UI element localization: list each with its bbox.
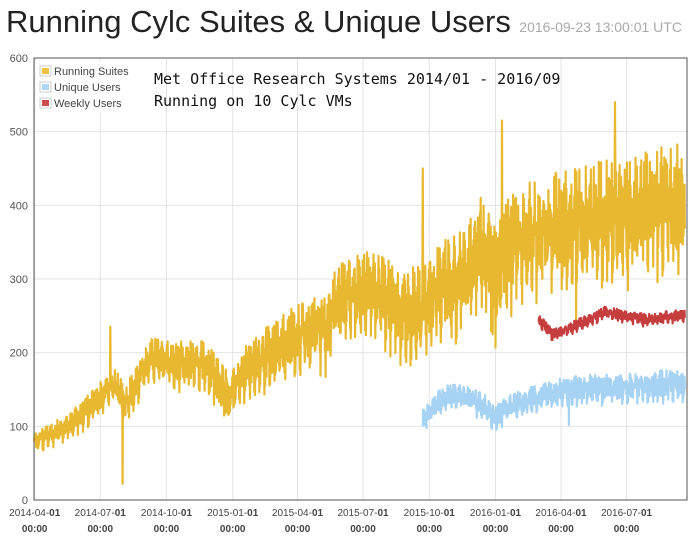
y-tick-label: 400 (10, 200, 28, 212)
x-tick-time: 00:00 (22, 524, 48, 535)
x-tick-time: 00:00 (614, 524, 640, 535)
x-tick-time: 00:00 (220, 524, 246, 535)
plot-area (32, 101, 686, 485)
legend-swatch (42, 100, 49, 106)
chart-title: Running Cylc Suites & Unique Users (6, 4, 511, 39)
x-tick-label: 2015-07-01 (337, 508, 389, 519)
page-title: Running Cylc Suites & Unique Users 2016-… (6, 4, 682, 40)
annotation-line: Met Office Research Systems 2014/01 - 20… (154, 70, 560, 88)
series-line (421, 369, 686, 432)
x-tick-time: 00:00 (416, 524, 442, 535)
y-tick-label: 600 (10, 53, 28, 65)
legend: Running Suites Unique Users Weekly Users (37, 62, 129, 112)
x-tick-time: 00:00 (154, 524, 180, 535)
x-tick-label: 2015-01-01 (207, 508, 259, 519)
x-tick-label: 2014-07-01 (75, 508, 127, 519)
legend-label: Weekly Users (54, 98, 122, 110)
x-tick-time: 00:00 (87, 524, 113, 535)
x-tick-time: 00:00 (483, 524, 509, 535)
legend-label: Unique Users (54, 82, 121, 94)
y-tick-label: 0 (22, 495, 28, 507)
series-line (537, 305, 686, 342)
annotation: Met Office Research Systems 2014/01 - 20… (154, 70, 560, 110)
annotation-line: Running on 10 Cylc VMs (154, 92, 353, 110)
x-tick-label: 2015-10-01 (404, 508, 456, 519)
axes: 0 100 200 300 400 500 600 2014-04-01 00:00 2014-0… (9, 53, 688, 535)
x-tick-label: 2015-04-01 (272, 508, 324, 519)
x-tick-time: 00:00 (350, 524, 376, 535)
legend-swatch (42, 84, 49, 90)
y-tick-label: 200 (10, 348, 28, 360)
y-tick-label: 300 (10, 274, 28, 286)
legend-swatch (42, 68, 49, 74)
series-line (32, 101, 686, 485)
legend-label: Running Suites (54, 66, 129, 78)
x-tick-label: 2016-07-01 (601, 508, 653, 519)
y-tick-label: 500 (10, 127, 28, 139)
plot-frame (33, 57, 688, 501)
legend-box (37, 62, 129, 112)
x-tick-time: 00:00 (548, 524, 574, 535)
x-tick-label: 2016-01-01 (470, 508, 522, 519)
x-tick-label: 2014-10-01 (141, 508, 193, 519)
x-tick-label: 2016-04-01 (535, 508, 587, 519)
x-tick-label: 2014-04-01 (9, 508, 61, 519)
y-tick-label: 100 (10, 421, 28, 433)
x-tick-time: 00:00 (285, 524, 311, 535)
update-timestamp: 2016-09-23 13:00:01 UTC (519, 19, 682, 35)
